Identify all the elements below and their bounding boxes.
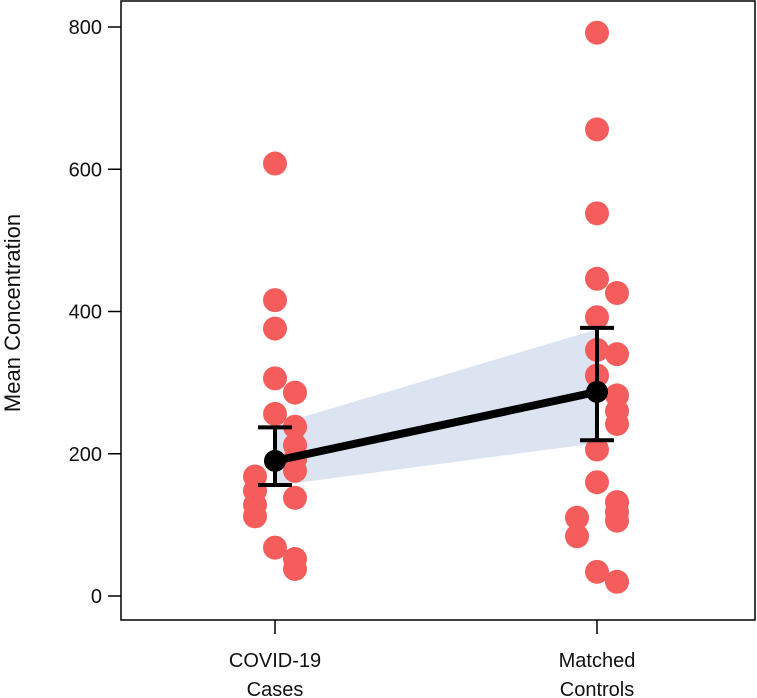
data-point xyxy=(605,508,629,533)
data-point xyxy=(585,437,609,462)
data-point xyxy=(283,485,307,510)
data-point xyxy=(585,559,609,584)
data-point xyxy=(565,524,589,549)
data-point xyxy=(263,366,287,391)
plot-area xyxy=(120,0,756,621)
mean-marker xyxy=(264,449,286,472)
mean-connector-line xyxy=(271,387,601,465)
x-axis: COVID-19 Cases Matched Controls xyxy=(229,620,635,698)
data-point xyxy=(263,316,287,341)
y-axis-title: Mean Concentration xyxy=(0,214,25,412)
y-tick-label: 600 xyxy=(69,159,102,181)
y-axis: 0 200 400 600 800 xyxy=(69,17,121,608)
data-point xyxy=(585,305,609,330)
mean-marker xyxy=(586,380,608,403)
points-layer xyxy=(243,20,629,594)
data-point xyxy=(283,556,307,581)
data-point xyxy=(263,401,287,426)
mean-layer xyxy=(258,325,614,488)
data-point xyxy=(263,288,287,313)
x-tick-label-line1: Matched xyxy=(559,650,636,672)
data-point xyxy=(605,281,629,306)
data-point xyxy=(283,414,307,439)
data-point xyxy=(263,151,287,176)
x-tick-label-line2: Controls xyxy=(560,679,634,698)
data-point xyxy=(283,380,307,405)
x-tick-label-line1: COVID-19 xyxy=(229,650,321,672)
data-point xyxy=(585,20,609,45)
y-tick-label: 0 xyxy=(91,586,102,608)
data-point xyxy=(585,117,609,142)
data-point xyxy=(585,201,609,226)
data-point xyxy=(605,569,629,594)
y-tick-label: 400 xyxy=(69,302,102,324)
data-point xyxy=(585,470,609,495)
data-point xyxy=(605,411,629,436)
data-point xyxy=(263,535,287,560)
data-point xyxy=(605,342,629,367)
y-tick-label: 200 xyxy=(69,444,102,466)
y-tick-label: 800 xyxy=(69,17,102,39)
data-point xyxy=(243,504,267,529)
x-tick-label-line2: Cases xyxy=(247,679,304,698)
data-point xyxy=(283,458,307,483)
data-point xyxy=(585,266,609,291)
data-point xyxy=(565,505,589,530)
